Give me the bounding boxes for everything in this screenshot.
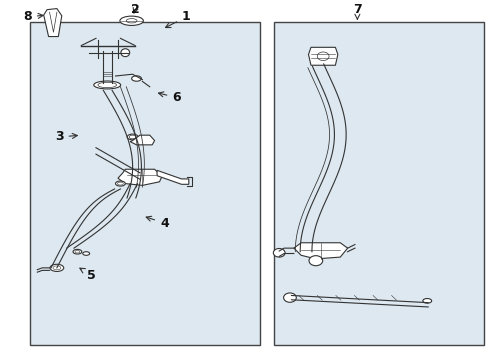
Ellipse shape	[53, 266, 61, 270]
Polygon shape	[294, 243, 347, 259]
Ellipse shape	[83, 252, 90, 255]
Ellipse shape	[132, 76, 142, 81]
Circle shape	[309, 256, 323, 266]
Bar	[274, 22, 485, 345]
Polygon shape	[130, 135, 155, 145]
Polygon shape	[44, 9, 62, 37]
Ellipse shape	[129, 135, 136, 139]
Polygon shape	[118, 169, 162, 185]
Ellipse shape	[116, 181, 125, 186]
Ellipse shape	[127, 134, 138, 140]
Text: 3: 3	[55, 130, 77, 144]
Ellipse shape	[73, 249, 82, 254]
Ellipse shape	[118, 182, 123, 185]
Circle shape	[273, 248, 285, 257]
Ellipse shape	[75, 251, 80, 253]
Text: 4: 4	[146, 216, 169, 230]
Polygon shape	[157, 170, 189, 184]
Circle shape	[284, 293, 296, 302]
Ellipse shape	[94, 81, 121, 89]
Text: 7: 7	[353, 3, 362, 19]
Text: 5: 5	[80, 268, 96, 282]
Ellipse shape	[121, 49, 130, 57]
Ellipse shape	[423, 298, 432, 303]
Circle shape	[318, 52, 329, 60]
Text: 1: 1	[166, 10, 191, 28]
Text: 6: 6	[158, 91, 181, 104]
Ellipse shape	[126, 19, 137, 23]
Ellipse shape	[50, 264, 64, 271]
Text: 8: 8	[23, 10, 43, 23]
Text: 2: 2	[131, 3, 140, 16]
Bar	[30, 22, 260, 345]
Ellipse shape	[120, 16, 144, 26]
Polygon shape	[309, 47, 338, 65]
Ellipse shape	[98, 82, 117, 87]
